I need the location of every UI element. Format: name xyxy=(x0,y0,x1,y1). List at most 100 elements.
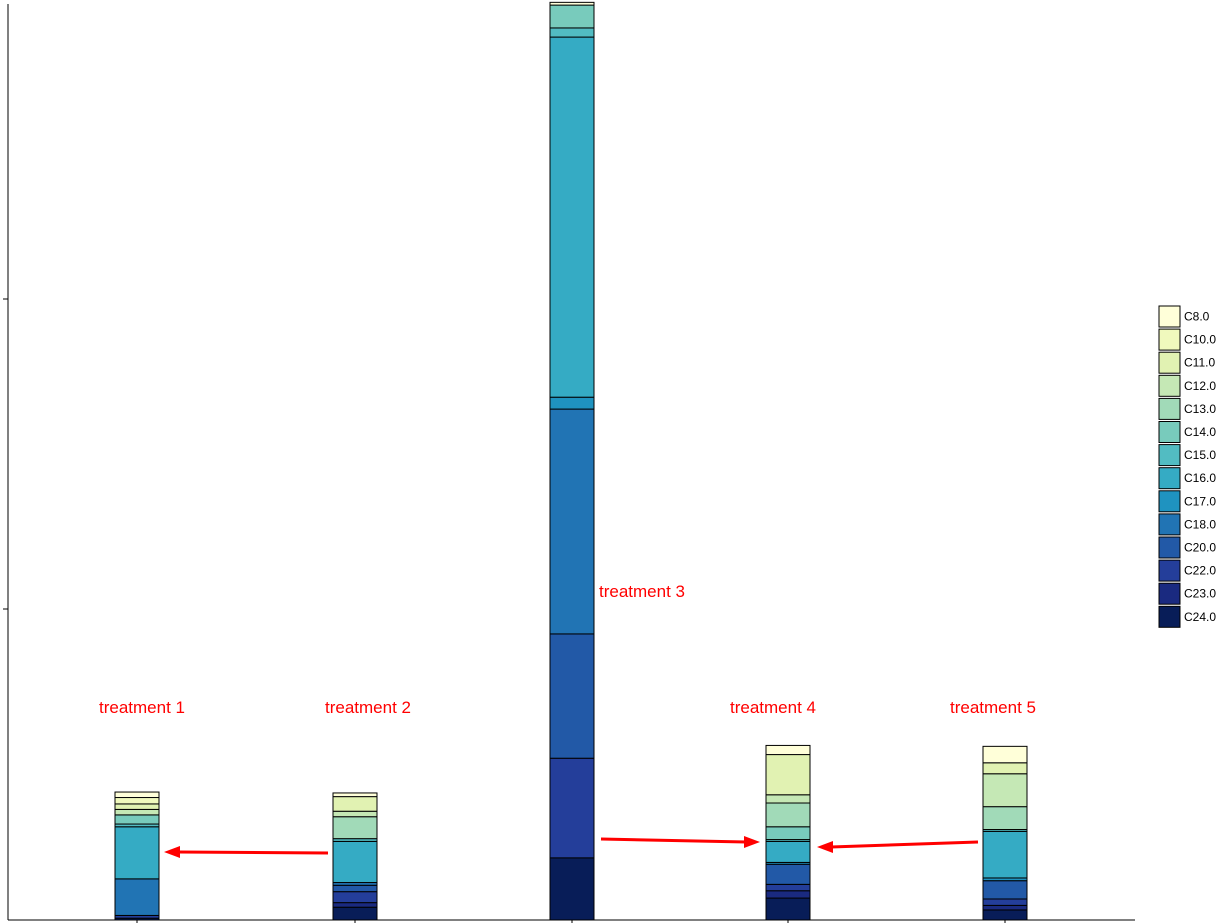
bar-segment xyxy=(332,884,378,893)
arrow-head xyxy=(744,836,760,848)
legend-label: C17.0 xyxy=(1184,494,1216,508)
annotations: treatment 1 treatment 2 treatment 3 trea… xyxy=(99,582,1036,717)
bar-segment xyxy=(549,408,595,635)
bar-segment xyxy=(332,810,378,818)
bar-segment xyxy=(765,802,811,828)
bar-segment xyxy=(982,880,1028,900)
legend-label: C15.0 xyxy=(1184,448,1216,462)
legend-label: C23.0 xyxy=(1184,587,1216,601)
annotation-treatment-3: treatment 3 xyxy=(599,582,685,601)
bar-segment xyxy=(549,633,595,759)
legend-swatch xyxy=(1158,421,1181,443)
bar-segment xyxy=(332,816,378,840)
bar-segment xyxy=(982,830,1028,879)
legend-label: C20.0 xyxy=(1184,541,1216,555)
legend-item: C18.0 xyxy=(1158,513,1216,536)
legend-item: C15.0 xyxy=(1158,444,1216,467)
bar-segment xyxy=(765,826,811,841)
legend-swatch xyxy=(1158,444,1181,467)
bar-segment xyxy=(765,754,811,796)
legend-item: C13.0 xyxy=(1158,397,1216,420)
bar-segment xyxy=(765,890,811,899)
legend-item: C22.0 xyxy=(1158,559,1216,582)
bar-segment xyxy=(549,36,595,398)
bar-segment xyxy=(765,897,811,921)
legend-label: C16.0 xyxy=(1184,471,1216,485)
legend-item: C10.0 xyxy=(1158,328,1216,351)
legend: C8.0 C10.0 C11.0 C12.0 C13.0 C14.0 C15.0 C16.0 C… xyxy=(1158,305,1216,628)
bar-segment xyxy=(114,791,160,799)
legend-label: C22.0 xyxy=(1184,564,1216,578)
bar-segment xyxy=(114,803,160,810)
bar-segment xyxy=(982,745,1028,764)
bar-segment xyxy=(549,27,595,38)
legend-swatch xyxy=(1158,582,1181,605)
bar-segment xyxy=(765,840,811,863)
legend-label: C13.0 xyxy=(1184,402,1216,416)
legend-item: C14.0 xyxy=(1158,421,1216,443)
bar-segment xyxy=(982,904,1028,911)
legend-item: C23.0 xyxy=(1158,582,1216,605)
bar-segment xyxy=(765,863,811,885)
legend-label: C10.0 xyxy=(1184,333,1216,347)
legend-swatch xyxy=(1158,536,1181,559)
annotation-treatment-2: treatment 2 xyxy=(325,698,411,717)
bar-segment xyxy=(114,797,160,805)
bar-segment xyxy=(982,909,1028,921)
annotation-treatment-4: treatment 4 xyxy=(730,698,816,717)
x-ticks xyxy=(136,920,1006,923)
arrow-line xyxy=(177,850,329,855)
annotation-treatment-1: treatment 1 xyxy=(99,698,185,717)
bar-segment xyxy=(549,857,595,921)
annotation-treatment-5: treatment 5 xyxy=(950,698,1036,717)
legend-item: C12.0 xyxy=(1158,374,1216,397)
arrow-head xyxy=(164,846,180,858)
bar-segment xyxy=(982,898,1028,906)
legend-swatch xyxy=(1158,467,1181,490)
legend-label: C18.0 xyxy=(1184,517,1216,531)
legend-item: C8.0 xyxy=(1158,305,1210,328)
bars xyxy=(114,1,1028,921)
bar-segment xyxy=(332,906,378,921)
legend-swatch xyxy=(1158,351,1181,374)
legend-swatch xyxy=(1158,605,1181,628)
bar-segment xyxy=(332,840,378,884)
bar-segment xyxy=(982,806,1028,831)
legend-swatch xyxy=(1158,490,1181,513)
legend-swatch xyxy=(1158,305,1181,328)
arrow-line xyxy=(830,840,979,849)
arrow-line xyxy=(600,837,747,844)
bar-segment xyxy=(982,773,1028,808)
bar-segment xyxy=(332,902,378,908)
bar-segment xyxy=(549,1,595,6)
bar-segment xyxy=(982,762,1028,775)
legend-label: C11.0 xyxy=(1184,356,1215,370)
bar-segment xyxy=(765,883,811,892)
legend-swatch xyxy=(1158,513,1181,536)
bar-segment xyxy=(549,4,595,29)
legend-item: C17.0 xyxy=(1158,490,1216,513)
legend-item: C11.0 xyxy=(1158,351,1215,374)
bar-segment xyxy=(332,891,378,904)
legend-item: C24.0 xyxy=(1158,605,1216,628)
legend-label: C12.0 xyxy=(1184,379,1216,393)
bar-segment xyxy=(114,878,160,916)
bar-segment xyxy=(549,757,595,859)
legend-swatch xyxy=(1158,374,1181,397)
bar-segment xyxy=(114,808,160,816)
bar-segment xyxy=(549,396,595,410)
bar-segment xyxy=(765,744,811,756)
legend-label: C14.0 xyxy=(1184,425,1216,439)
arrow-head xyxy=(817,841,833,853)
bar-segment xyxy=(114,814,160,825)
legend-swatch xyxy=(1158,397,1181,420)
legend-item: C20.0 xyxy=(1158,536,1216,559)
legend-label: C24.0 xyxy=(1184,610,1216,624)
bar-segment xyxy=(332,796,378,812)
legend-swatch xyxy=(1158,328,1181,351)
arrows xyxy=(164,836,979,858)
bar-segment xyxy=(332,792,378,798)
legend-label: C8.0 xyxy=(1184,310,1210,324)
legend-item: C16.0 xyxy=(1158,467,1216,490)
